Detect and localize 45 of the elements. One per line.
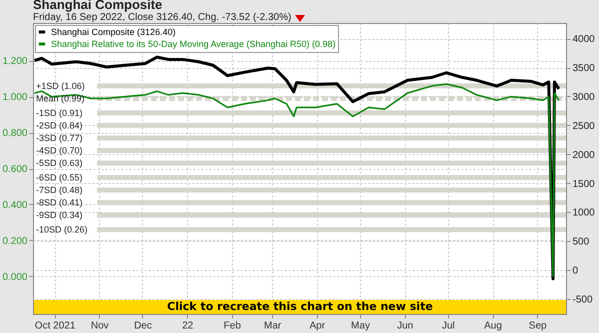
x-tick-label: Apr [310,320,326,332]
ref-line-label: +1SD (1.06) [36,80,85,91]
ref-line-label: -1SD (0.91) [36,108,83,118]
y2-tick-label: 4000 [572,34,596,46]
y2-tick-label: 1500 [572,178,596,190]
y2-tick-label: 2500 [572,120,596,132]
ref-line-label: Mean (0.99) [36,93,85,104]
y2-tick-label: -500 [572,294,593,306]
x-tick-label: Dec [134,320,152,332]
y2-tick-label: 1000 [572,208,596,219]
x-tick-label: Nov [90,320,109,332]
y2-tick-label: 3000 [572,92,596,103]
y2-tick-label: 500 [572,236,590,248]
ref-line-label: -5SD (0.63) [36,158,83,168]
ref-line-label: -8SD (0.41) [36,198,83,208]
y-tick-label: 0.200 [2,236,28,247]
y2-tick-label: 2000 [572,150,596,161]
ref-line-label: -9SD (0.34) [36,210,83,220]
legend-label: Shanghai Composite (3126.40) [51,27,176,37]
x-tick-label: Jul [442,320,455,332]
x-tick-label: Oct 2021 [34,320,76,332]
x-tick-label: May [351,320,370,332]
ref-line-label: -4SD (0.70) [36,146,83,156]
ref-line-label: -7SD (0.48) [36,185,83,196]
x-tick-label: Jun [397,320,414,332]
chart-subtitle: Friday, 16 Sep 2022, Close 3126.40, Chg. -73.52 (-2.30%) [33,12,292,23]
y-tick-label: 0.600 [2,164,28,175]
y-tick-label: 0.800 [2,128,28,140]
x-tick-label: Sep [528,320,548,332]
x-tick-label: Feb [224,320,242,332]
ref-line-label: -3SD (0.77) [36,132,83,143]
ref-line-label: -10SD (0.26) [36,224,88,235]
banner-box: Click to recreate this chart on the new site [34,300,566,314]
y-tick-label: 0.000 [2,272,28,283]
y2-tick-label: 0 [572,266,578,277]
y-tick-label: 1.200 [2,56,28,68]
x-tick-label: Mar [264,320,282,332]
x-tick-label: 22 [182,320,194,332]
ref-line-label: -6SD (0.55) [36,172,83,182]
y-tick-label: 1.000 [2,92,28,104]
y2-tick-label: 3500 [572,63,596,74]
y-tick-label: 0.400 [2,200,28,211]
x-tick-label: Aug [484,320,502,332]
ref-line-label: -2SD (0.84) [36,120,83,130]
legend-label: Shanghai Relative to its 50-Day Moving Average (Shanghai R50) (0.98) [51,39,336,49]
